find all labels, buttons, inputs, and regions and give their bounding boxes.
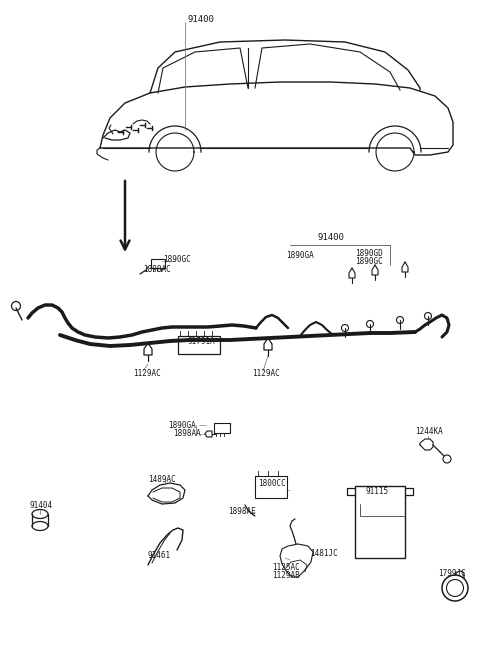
- Text: 91115: 91115: [365, 487, 388, 497]
- Text: 91404: 91404: [30, 501, 53, 510]
- Text: 1244KA: 1244KA: [415, 428, 443, 436]
- Text: 91791A: 91791A: [188, 338, 216, 346]
- Text: 1800CC: 1800CC: [258, 480, 286, 489]
- Text: 1890GA: 1890GA: [168, 420, 196, 430]
- Text: 1125AC: 1125AC: [272, 562, 300, 572]
- Text: 1799JC: 1799JC: [438, 568, 466, 578]
- Text: 91461: 91461: [148, 551, 171, 560]
- Bar: [255, 476, 287, 498]
- Bar: [178, 336, 220, 354]
- Bar: [151, 258, 165, 267]
- Bar: [355, 486, 405, 558]
- Text: 1129AC: 1129AC: [133, 369, 161, 378]
- Text: 1890GD: 1890GD: [355, 248, 383, 258]
- Text: 1898AE: 1898AE: [228, 507, 256, 516]
- Text: 1898AA: 1898AA: [173, 430, 201, 438]
- Text: 1129AC: 1129AC: [252, 369, 280, 378]
- Text: 1129AB: 1129AB: [272, 572, 300, 581]
- Text: 91400: 91400: [188, 16, 215, 24]
- Text: 91400: 91400: [318, 233, 345, 242]
- Text: 1890GA: 1890GA: [286, 250, 314, 260]
- Text: 1890GC: 1890GC: [163, 256, 191, 265]
- Text: 1890GC: 1890GC: [355, 256, 383, 265]
- Text: 1481JC: 1481JC: [310, 549, 338, 558]
- Bar: [214, 423, 230, 433]
- Text: 1489AC: 1489AC: [148, 476, 176, 484]
- Text: 1898AC: 1898AC: [143, 265, 171, 275]
